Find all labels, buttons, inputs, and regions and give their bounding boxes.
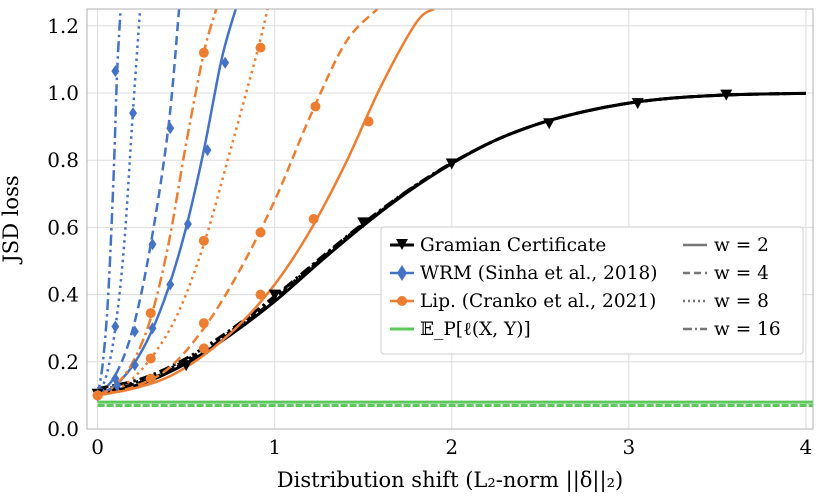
triangle-down-marker-icon bbox=[396, 239, 408, 250]
wrm-marker bbox=[183, 218, 192, 231]
diamond-marker-icon bbox=[397, 265, 407, 281]
lip-marker bbox=[310, 101, 321, 112]
gramian-marker bbox=[268, 289, 281, 301]
legend-label-w4: w = 4 bbox=[714, 263, 769, 284]
gramian-marker bbox=[543, 118, 556, 130]
y-axis-label: JSD loss bbox=[0, 175, 23, 264]
lip-marker bbox=[198, 343, 209, 354]
lip-marker bbox=[255, 289, 266, 300]
series-line-lip-w4 bbox=[97, 9, 379, 397]
series-line-wrm-w8 bbox=[96, 9, 142, 396]
legend-label-w2: w = 2 bbox=[714, 235, 769, 256]
series-line-lip-w16 bbox=[97, 9, 218, 397]
legend-label-w16: w = 16 bbox=[714, 319, 781, 340]
lip-marker bbox=[145, 353, 156, 364]
lip-marker bbox=[198, 235, 209, 246]
legend-label-expected: 𝔼_P[ℓ(X, Y)] bbox=[420, 319, 531, 340]
circle-marker-icon bbox=[397, 296, 407, 306]
x-tick-label: 3 bbox=[622, 435, 635, 459]
lip-marker bbox=[92, 390, 103, 401]
y-tick-label: 0.2 bbox=[47, 350, 79, 374]
legend-label-gramian: Gramian Certificate bbox=[420, 235, 606, 256]
legend-entry-lip: Lip. (Cranko et al., 2021) bbox=[390, 291, 656, 312]
legend-label-lip: Lip. (Cranko et al., 2021) bbox=[420, 291, 656, 312]
marker-layer bbox=[91, 42, 733, 402]
legend-label-w8: w = 8 bbox=[714, 291, 769, 312]
series-line-lip-w8 bbox=[97, 9, 269, 397]
x-tick-label: 2 bbox=[445, 435, 458, 459]
lip-marker bbox=[363, 116, 374, 127]
legend-entry-expected: 𝔼_P[ℓ(X, Y)] bbox=[390, 319, 531, 340]
legend-entry-w2: w = 2 bbox=[683, 235, 769, 256]
x-axis-label-text: Distribution shift (L₂-norm ||δ||₂) bbox=[277, 468, 623, 493]
series-line-lip-w2 bbox=[97, 9, 435, 397]
gramian-marker bbox=[631, 98, 644, 110]
wrm-marker bbox=[130, 359, 139, 372]
wrm-marker bbox=[130, 325, 139, 338]
wrm-marker bbox=[111, 372, 120, 385]
wrm-marker bbox=[203, 144, 212, 157]
x-tick-label: 4 bbox=[800, 435, 813, 459]
x-axis-label: Distribution shift (L₂-norm ||δ||₂) bbox=[277, 468, 623, 493]
tick-labels: 0.0 0.2 0.4 0.6 0.8 1.0 1.2 0 1 2 3 4 bbox=[47, 14, 812, 459]
gramian-marker bbox=[445, 158, 458, 170]
y-tick-label: 0.6 bbox=[47, 215, 79, 239]
legend-entry-w4: w = 4 bbox=[683, 263, 769, 284]
plot-frame bbox=[86, 8, 814, 430]
lip-marker bbox=[308, 214, 319, 224]
wrm-marker bbox=[148, 238, 157, 251]
y-tick-label: 1.0 bbox=[47, 81, 79, 105]
legend-entry-wrm: WRM (Sinha et al., 2018) bbox=[390, 263, 657, 284]
legend: Gramian Certificate WRM (Sinha et al., 2… bbox=[380, 226, 804, 355]
lip-marker bbox=[145, 373, 156, 384]
gramian-marker bbox=[720, 89, 733, 101]
wrm-marker bbox=[166, 122, 175, 135]
wrm-marker bbox=[148, 322, 157, 335]
y-tick-label: 1.2 bbox=[47, 14, 79, 38]
lip-marker bbox=[145, 308, 156, 319]
wrm-marker bbox=[111, 320, 120, 333]
lip-marker bbox=[198, 47, 209, 58]
plot-area bbox=[87, 9, 813, 429]
lip-marker bbox=[198, 318, 209, 329]
legend-box bbox=[380, 226, 804, 355]
legend-label-wrm: WRM (Sinha et al., 2018) bbox=[420, 263, 657, 284]
lip-marker bbox=[255, 227, 266, 238]
gramian-marker bbox=[357, 217, 370, 229]
wrm-marker bbox=[111, 65, 120, 78]
legend-entry-w16: w = 16 bbox=[683, 319, 781, 340]
series-line-wrm-w4 bbox=[96, 9, 181, 397]
y-tick-label: 0.0 bbox=[47, 417, 79, 441]
lip-marker bbox=[255, 42, 266, 53]
x-tick-label: 1 bbox=[268, 435, 281, 459]
x-tick-label: 0 bbox=[91, 435, 104, 459]
legend-entry-w8: w = 8 bbox=[683, 291, 769, 312]
legend-entry-gramian: Gramian Certificate bbox=[390, 235, 606, 256]
wrm-marker bbox=[166, 278, 175, 291]
y-tick-label: 0.4 bbox=[47, 283, 79, 307]
y-tick-label: 0.8 bbox=[47, 148, 79, 172]
gramian-marker bbox=[180, 360, 193, 372]
wrm-marker bbox=[221, 56, 230, 69]
wrm-marker bbox=[129, 107, 138, 120]
